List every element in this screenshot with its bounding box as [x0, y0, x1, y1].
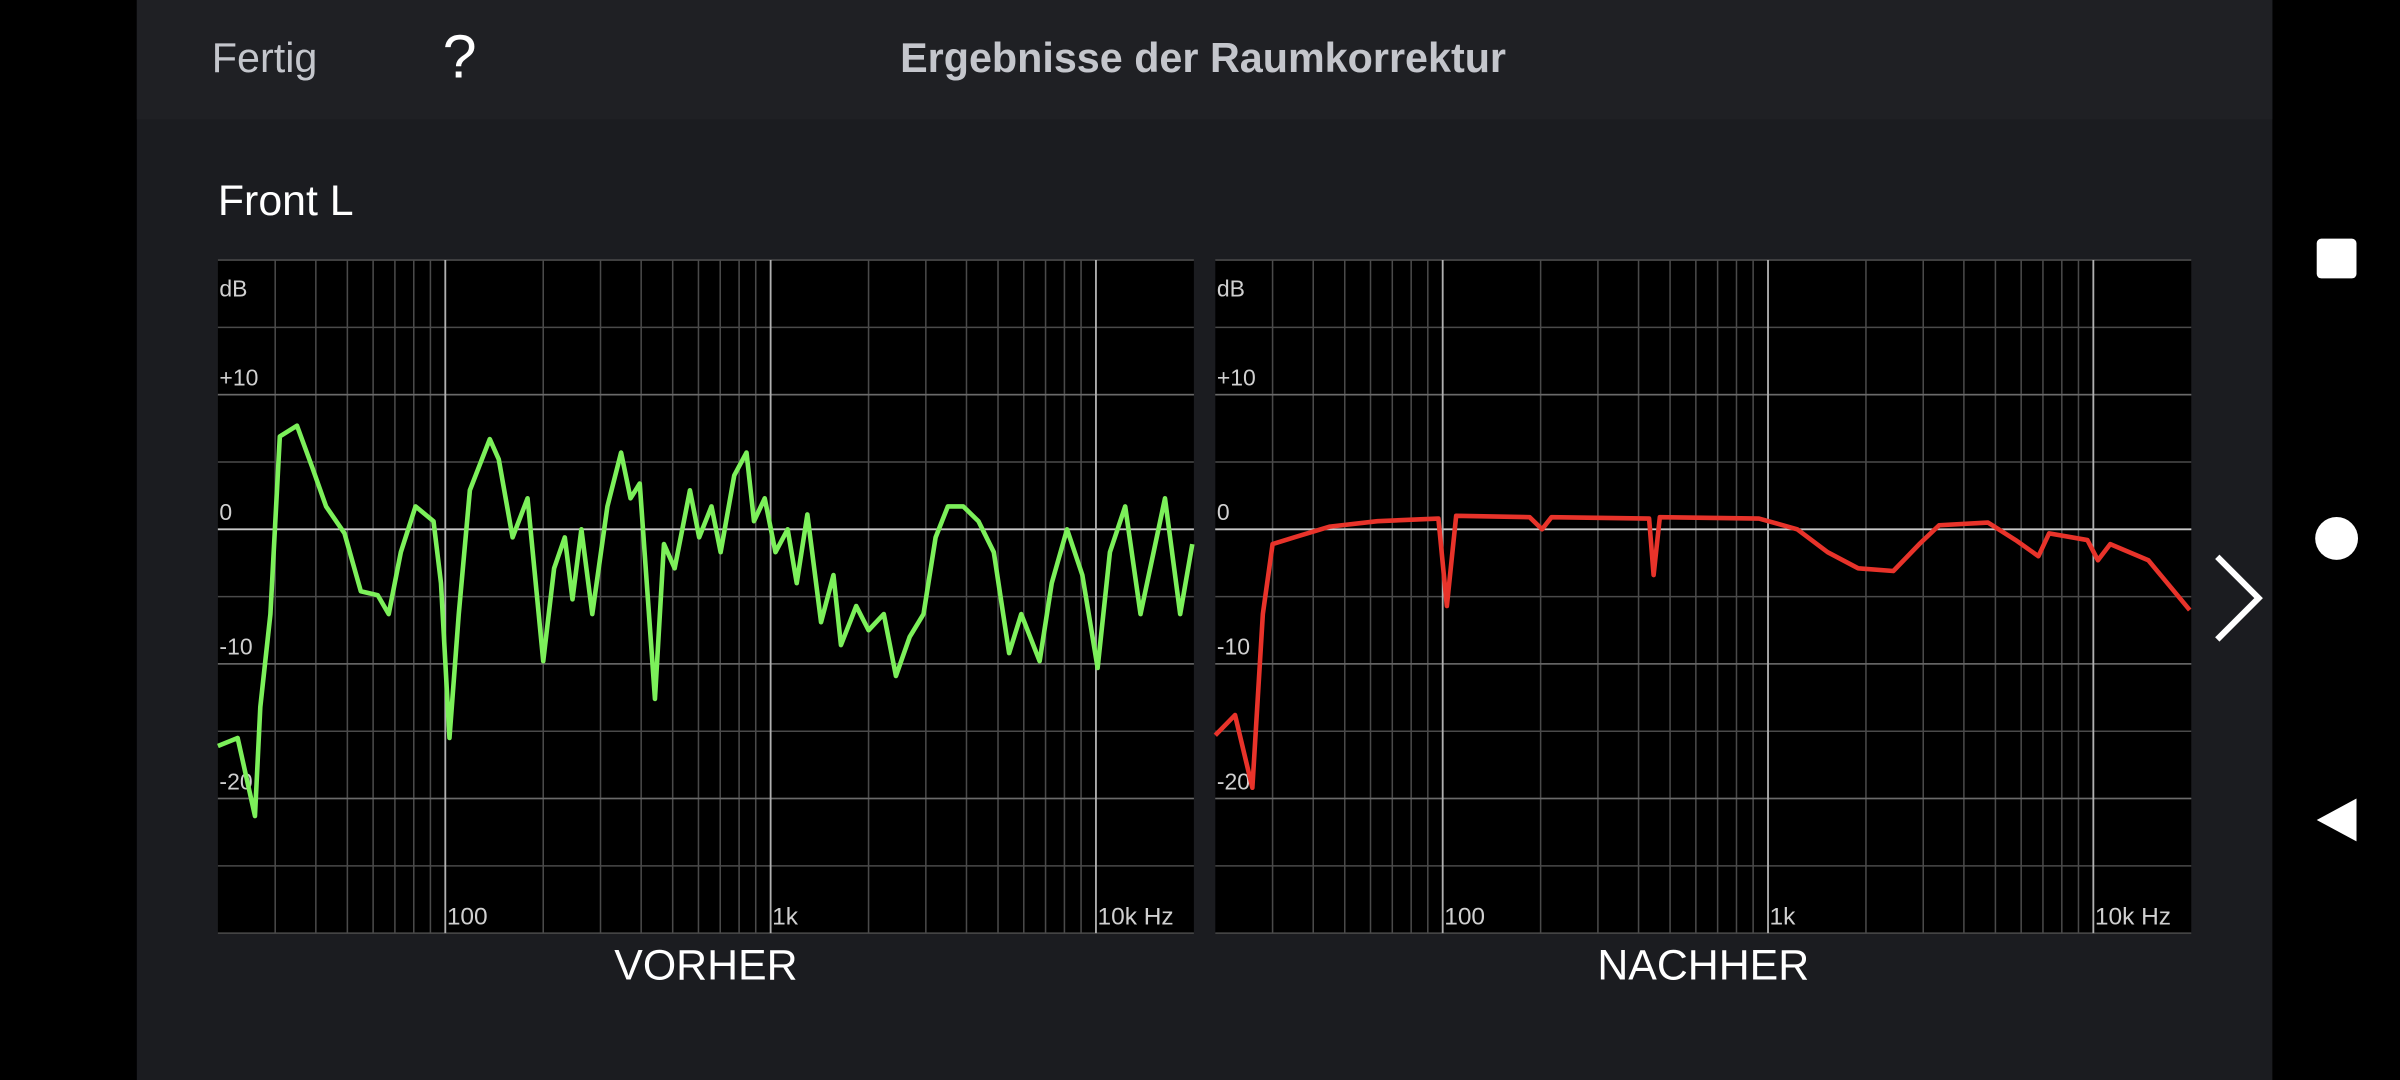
- y-tick-label: 0: [1217, 499, 1230, 525]
- y-tick-label: 0: [219, 499, 232, 525]
- x-tick-label: 100: [447, 903, 488, 930]
- page-title: Ergebnisse der Raumkorrektur: [900, 35, 1506, 81]
- help-button[interactable]: ?: [443, 22, 477, 90]
- y-tick-label: +10: [219, 364, 258, 390]
- x-tick-label: 10k Hz: [1097, 903, 1173, 930]
- y-tick-label: -10: [1217, 634, 1250, 660]
- x-tick-label: 100: [1444, 903, 1485, 930]
- y-tick-label: -20: [1217, 768, 1250, 794]
- section-title: Front L: [218, 177, 354, 225]
- next-button[interactable]: [2215, 554, 2263, 642]
- y-tick-label: +10: [1217, 364, 1256, 390]
- nav-recents[interactable]: [2316, 238, 2357, 279]
- y-axis-label: dB: [219, 276, 247, 302]
- y-axis-label: dB: [1217, 276, 1245, 302]
- nav-back[interactable]: [2316, 798, 2357, 842]
- x-tick-label: 1k: [1770, 903, 1797, 930]
- nav-home[interactable]: [2315, 517, 2359, 560]
- line-series: [1213, 513, 2192, 791]
- x-tick-label: 10k Hz: [2095, 903, 2171, 930]
- line-series: [217, 423, 1195, 819]
- header-bar: [136, 0, 2273, 120]
- chart-title: NACHHER: [1597, 942, 1809, 990]
- x-tick-label: 1k: [772, 903, 799, 930]
- y-tick-label: -10: [219, 634, 252, 660]
- chart-title: VORHER: [614, 942, 797, 990]
- done-button[interactable]: Fertig: [212, 35, 318, 81]
